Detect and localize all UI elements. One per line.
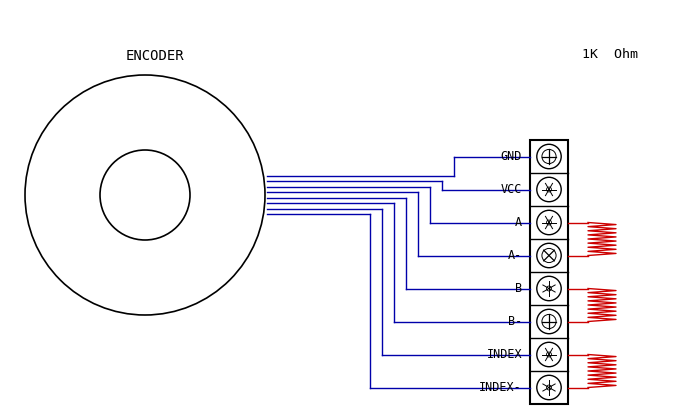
Bar	[530, 140, 568, 404]
Text: ENCODER: ENCODER	[126, 49, 184, 63]
Text: INDEX: INDEX	[486, 348, 522, 361]
Text: A: A	[515, 216, 522, 229]
Text: GND: GND	[500, 150, 522, 163]
Text: A-: A-	[508, 249, 522, 262]
Text: 1K  Ohm: 1K Ohm	[582, 48, 638, 61]
Text: B: B	[515, 282, 522, 295]
Text: VCC: VCC	[500, 183, 522, 196]
Text: INDEX-: INDEX-	[480, 381, 522, 394]
Text: B-: B-	[508, 315, 522, 328]
